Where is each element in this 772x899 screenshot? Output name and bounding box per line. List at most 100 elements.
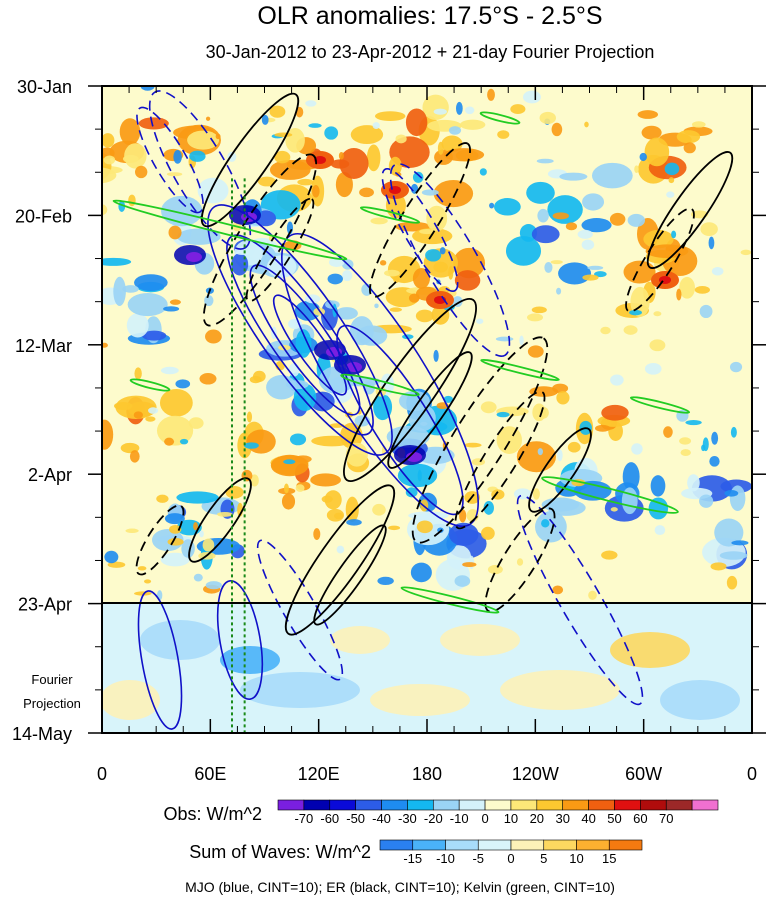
x-tick-label: 120W bbox=[512, 764, 559, 784]
y-tick-label: 12-Mar bbox=[15, 336, 72, 356]
obs-anomaly-speckle bbox=[412, 171, 424, 183]
obs-anomaly-speckle bbox=[691, 210, 709, 219]
obs-anomaly-speckle bbox=[297, 178, 314, 186]
colorbar-level-label: 15 bbox=[602, 851, 616, 866]
obs-anomaly-blob bbox=[310, 473, 342, 487]
mjo-contour-negative bbox=[381, 168, 459, 292]
obs-colorbar-label: Obs: W/m^2 bbox=[164, 804, 262, 824]
er-contour bbox=[387, 351, 473, 469]
obs-anomaly-speckle bbox=[551, 122, 563, 137]
obs-anomaly-speckle bbox=[236, 250, 249, 255]
obs-anomaly-blob bbox=[388, 156, 402, 176]
obs-anomaly-blob bbox=[443, 148, 485, 162]
obs-anomaly-speckle bbox=[700, 222, 718, 236]
obs-anomaly-speckle bbox=[102, 204, 108, 216]
obs-anomaly-speckle bbox=[731, 540, 749, 546]
obs-anomaly-speckle bbox=[193, 573, 203, 582]
obs-anomaly-blob bbox=[197, 177, 229, 204]
projection-field bbox=[102, 603, 752, 733]
er-contour bbox=[284, 484, 396, 636]
colorbar-level-label: 0 bbox=[507, 851, 514, 866]
obs-anomaly-blob bbox=[127, 293, 168, 317]
obs-anomaly-speckle bbox=[135, 165, 148, 179]
er-contour-negative bbox=[454, 390, 546, 530]
obs-anomaly-speckle bbox=[225, 486, 244, 499]
waves-colorbar-label: Sum of Waves: W/m^2 bbox=[189, 842, 371, 862]
obs-anomaly-speckle bbox=[483, 501, 494, 515]
obs-anomaly-blob bbox=[161, 195, 203, 227]
obs-anomaly-blob bbox=[535, 511, 567, 543]
projection-blob bbox=[330, 626, 390, 654]
obs-anomaly-speckle bbox=[654, 525, 666, 536]
obs-anomaly-blob bbox=[102, 167, 117, 184]
obs-anomaly-speckle bbox=[481, 526, 495, 540]
projection-blob bbox=[370, 684, 470, 716]
obs-anomaly-speckle bbox=[699, 304, 713, 319]
obs-anomaly-blob bbox=[134, 274, 168, 291]
obs-anomaly-speckle bbox=[103, 155, 116, 165]
obs-anomaly-speckle bbox=[199, 530, 204, 538]
obs-anomaly-speckle bbox=[531, 306, 547, 314]
obs-anomaly-speckle bbox=[283, 483, 289, 494]
obs-anomaly-speckle bbox=[448, 265, 454, 280]
obs-anomaly-speckle bbox=[156, 494, 169, 503]
er-contour bbox=[343, 297, 477, 483]
obs-anomaly-speckle bbox=[204, 295, 214, 307]
colorbar-swatch bbox=[691, 799, 719, 811]
obs-anomaly-speckle bbox=[464, 106, 475, 115]
obs-anomaly-speckle bbox=[497, 130, 510, 139]
obs-anomaly-speckle bbox=[416, 520, 433, 534]
obs-anomaly-speckle bbox=[680, 449, 691, 457]
obs-anomaly-speckle bbox=[671, 230, 677, 239]
colorbar-swatch bbox=[562, 799, 589, 811]
obs-anomaly-speckle bbox=[388, 525, 401, 531]
obs-anomaly-speckle bbox=[346, 519, 362, 526]
colorbar-level-label: 20 bbox=[530, 811, 544, 826]
obs-anomaly-speckle bbox=[459, 509, 467, 523]
obs-anomaly-blob bbox=[648, 497, 669, 520]
projection-label-line2: Projection bbox=[23, 696, 81, 711]
obs-anomaly-speckle bbox=[601, 550, 618, 560]
colorbar-swatch bbox=[412, 839, 446, 851]
projection-blob bbox=[140, 620, 220, 660]
obs-anomaly-speckle bbox=[295, 484, 305, 492]
chart-title: OLR anomalies: 17.5°S - 2.5°S bbox=[257, 2, 602, 30]
obs-anomaly-speckle bbox=[379, 260, 387, 266]
obs-anomaly-speckle bbox=[377, 576, 394, 586]
obs-anomaly-speckle bbox=[389, 307, 402, 312]
wave-contours bbox=[112, 90, 734, 730]
obs-anomaly-blob bbox=[102, 419, 114, 450]
obs-anomaly-blob bbox=[126, 313, 149, 338]
er-contour-negative bbox=[484, 507, 556, 613]
obs-anomaly-blob bbox=[601, 404, 629, 421]
projection-blob bbox=[660, 680, 740, 720]
projection-blob bbox=[500, 670, 620, 710]
obs-anomaly-speckle bbox=[215, 133, 221, 140]
obs-anomaly-speckle bbox=[217, 511, 233, 517]
obs-anomaly-blob bbox=[102, 133, 115, 148]
obs-anomaly-speckle bbox=[510, 104, 526, 114]
obs-anomaly-speckle bbox=[487, 564, 503, 575]
obs-anomaly-speckle bbox=[537, 448, 543, 456]
obs-anomaly-speckle bbox=[145, 416, 156, 422]
obs-anomaly-blob bbox=[113, 276, 126, 307]
footer-legend: MJO (blue, CINT=10); ER (black, CINT=10)… bbox=[185, 879, 615, 895]
obs-anomaly-speckle bbox=[134, 591, 152, 596]
obs-anomaly-speckle bbox=[536, 158, 554, 164]
colorbar-level-label: -70 bbox=[294, 811, 313, 826]
obs-anomaly-speckle bbox=[552, 585, 564, 595]
obs-anomaly-speckle bbox=[701, 444, 706, 452]
obs-anomaly-speckle bbox=[639, 152, 647, 162]
obs-anomaly-blob bbox=[581, 218, 612, 233]
obs-anomaly-speckle bbox=[241, 469, 253, 482]
colorbar-swatch bbox=[665, 799, 693, 811]
obs-anomaly-speckle bbox=[313, 307, 326, 316]
x-tick-label: 180 bbox=[412, 764, 442, 784]
obs-anomaly-core-peak bbox=[406, 452, 422, 462]
obs-anomaly-speckle bbox=[527, 345, 544, 358]
obs-anomaly-blob bbox=[119, 118, 141, 146]
obs-anomaly-speckle bbox=[205, 581, 222, 590]
projection-label-line1: Fourier bbox=[31, 672, 73, 687]
obs-anomaly-speckle bbox=[102, 342, 108, 348]
obs-anomaly-blob bbox=[531, 225, 560, 244]
